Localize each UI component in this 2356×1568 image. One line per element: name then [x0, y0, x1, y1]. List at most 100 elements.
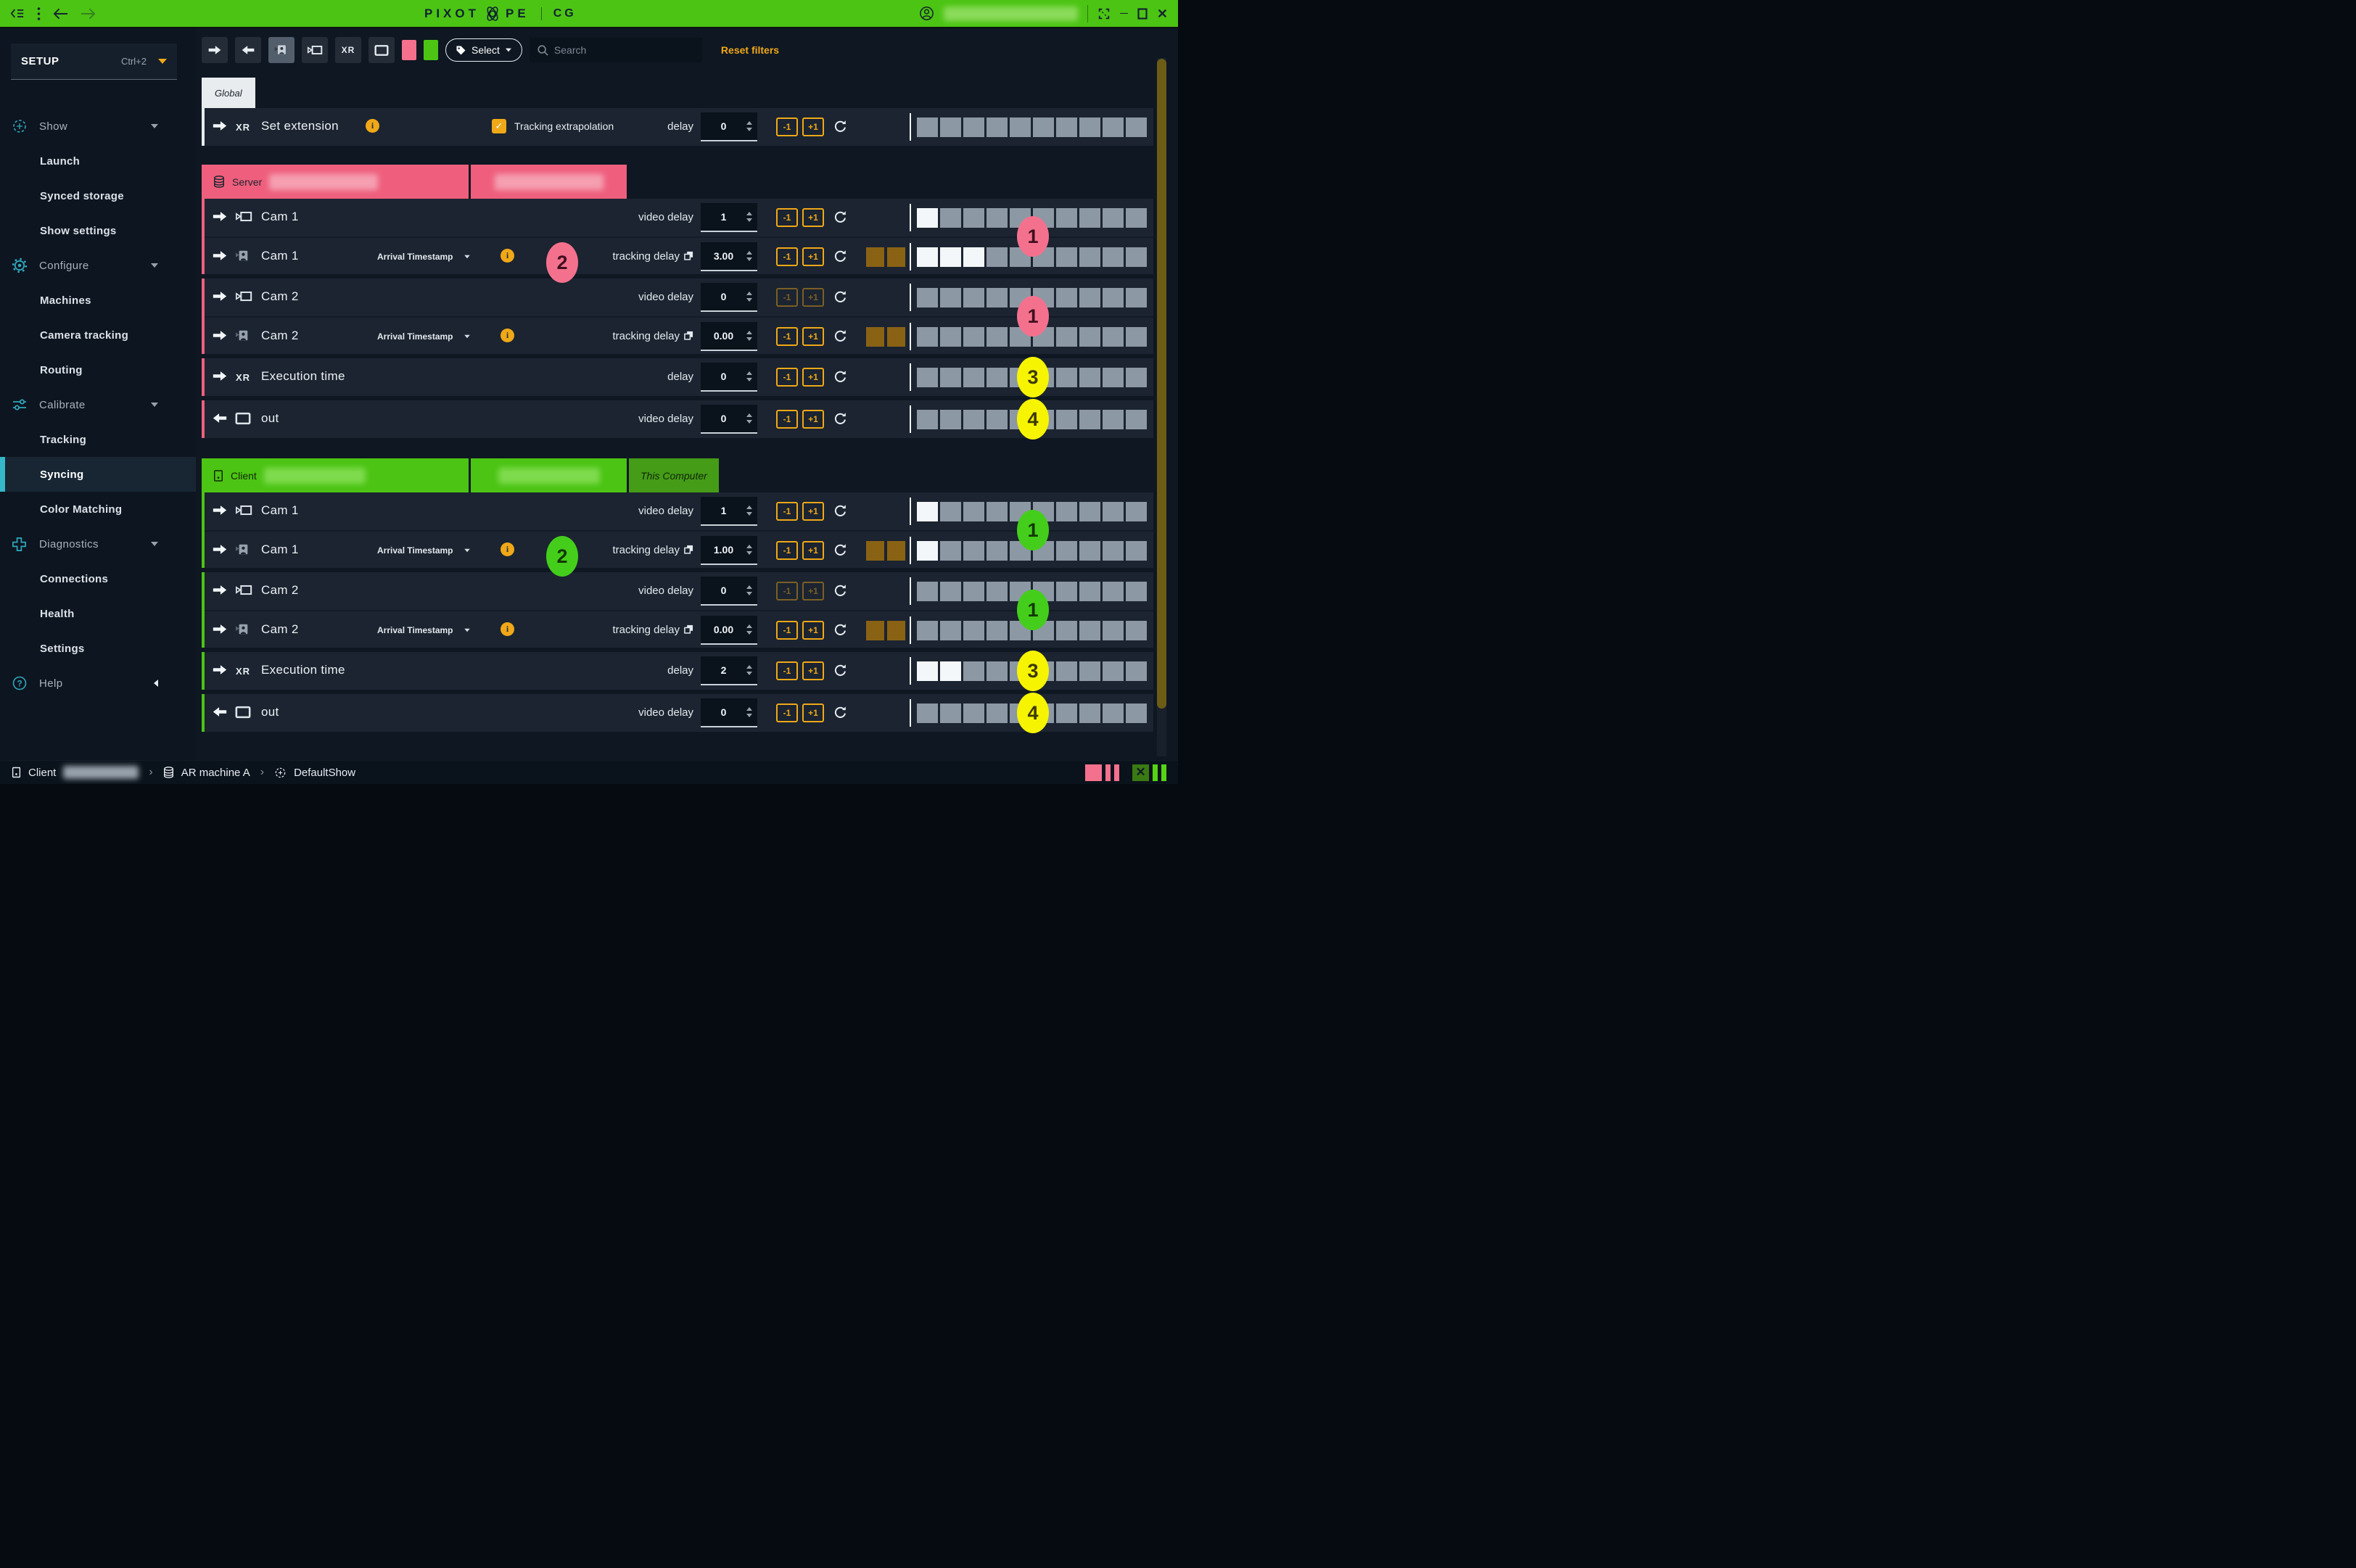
filter-output-button[interactable] — [368, 37, 395, 63]
delay-input[interactable]: 0 — [701, 283, 757, 312]
plus-one-button[interactable]: +1 — [802, 661, 824, 680]
spinner-arrows-icon[interactable] — [746, 212, 752, 222]
sidebar-item-health[interactable]: Health — [0, 596, 196, 631]
delay-input[interactable]: 0 — [701, 363, 757, 392]
tracking-extrapolation-checkbox[interactable]: ✓ — [492, 119, 506, 133]
plus-one-button[interactable]: +1 — [802, 288, 824, 307]
sidebar-item-routing[interactable]: Routing — [0, 352, 196, 387]
info-icon[interactable]: i — [366, 119, 379, 133]
filter-arrow-right-button[interactable] — [202, 37, 228, 63]
sidebar-item-launch[interactable]: Launch — [0, 144, 196, 178]
plus-one-button[interactable]: +1 — [802, 117, 824, 136]
spinner-arrows-icon[interactable] — [746, 506, 752, 516]
delay-input[interactable]: 1 — [701, 497, 757, 526]
sidebar-item-syncing[interactable]: Syncing — [0, 457, 196, 492]
minus-one-button[interactable]: -1 — [776, 703, 798, 722]
sidebar-item-synced-storage[interactable]: Synced storage — [0, 178, 196, 213]
refresh-icon[interactable] — [833, 289, 848, 308]
tab-server-address[interactable] — [471, 165, 627, 199]
delay-input[interactable]: 2 — [701, 656, 757, 685]
back-arrow-icon[interactable] — [53, 8, 68, 20]
minus-one-button[interactable]: -1 — [776, 327, 798, 346]
copy-icon[interactable] — [684, 545, 693, 557]
delay-input[interactable]: 0 — [701, 577, 757, 606]
sidebar-item-connections[interactable]: Connections — [0, 561, 196, 596]
copy-icon[interactable] — [684, 251, 693, 263]
filter-arrow-left-button[interactable] — [235, 37, 261, 63]
delay-input[interactable]: 3.00 — [701, 242, 757, 271]
sidebar-item-show[interactable]: Show — [0, 109, 196, 144]
plus-one-button[interactable]: +1 — [802, 247, 824, 266]
delay-input[interactable]: 1.00 — [701, 536, 757, 565]
plus-one-button[interactable]: +1 — [802, 368, 824, 387]
setup-selector[interactable]: SETUP Ctrl+2 — [11, 44, 177, 80]
spinner-arrows-icon[interactable] — [746, 545, 752, 555]
user-avatar-icon[interactable] — [919, 6, 934, 21]
refresh-icon[interactable] — [833, 663, 848, 682]
info-icon[interactable]: i — [501, 622, 514, 636]
scrollbar[interactable] — [1157, 58, 1166, 756]
spinner-arrows-icon[interactable] — [746, 331, 752, 341]
minus-one-button[interactable]: -1 — [776, 288, 798, 307]
tab-this-computer[interactable]: This Computer — [629, 458, 719, 492]
fullscreen-icon[interactable] — [1097, 7, 1111, 20]
forward-arrow-icon[interactable] — [81, 8, 96, 20]
timestamp-mode-dropdown[interactable]: Arrival Timestamp — [377, 252, 471, 262]
refresh-icon[interactable] — [833, 503, 848, 522]
minimize-button[interactable]: ─ — [1120, 7, 1128, 20]
refresh-icon[interactable] — [833, 542, 848, 561]
plus-one-button[interactable]: +1 — [802, 703, 824, 722]
refresh-icon[interactable] — [833, 622, 848, 641]
minus-one-button[interactable]: -1 — [776, 661, 798, 680]
minus-one-button[interactable]: -1 — [776, 117, 798, 136]
collapse-sidebar-icon[interactable] — [10, 7, 25, 20]
tab-client-address[interactable] — [471, 458, 627, 492]
spinner-arrows-icon[interactable] — [746, 371, 752, 381]
refresh-icon[interactable] — [833, 369, 848, 388]
minus-one-button[interactable]: -1 — [776, 541, 798, 560]
filter-pink-swatch[interactable] — [402, 40, 416, 60]
copy-icon[interactable] — [684, 331, 693, 343]
sidebar-item-calibrate[interactable]: Calibrate — [0, 387, 196, 422]
minus-one-button[interactable]: -1 — [776, 582, 798, 601]
search-input[interactable]: Search — [529, 38, 702, 62]
timestamp-mode-dropdown[interactable]: Arrival Timestamp — [377, 331, 471, 342]
sidebar-item-camera-tracking[interactable]: Camera tracking — [0, 318, 196, 352]
spinner-arrows-icon[interactable] — [746, 251, 752, 261]
copy-icon[interactable] — [684, 624, 693, 637]
minus-one-button[interactable]: -1 — [776, 368, 798, 387]
plus-one-button[interactable]: +1 — [802, 541, 824, 560]
minus-one-button[interactable]: -1 — [776, 208, 798, 227]
delay-input[interactable]: 0.00 — [701, 322, 757, 351]
delay-input[interactable]: 0.00 — [701, 616, 757, 645]
minus-one-button[interactable]: -1 — [776, 247, 798, 266]
delay-input[interactable]: 0 — [701, 405, 757, 434]
refresh-icon[interactable] — [833, 705, 848, 724]
refresh-icon[interactable] — [833, 583, 848, 602]
spinner-arrows-icon[interactable] — [746, 624, 752, 635]
sidebar-item-help[interactable]: ? Help — [0, 666, 196, 701]
info-icon[interactable]: i — [501, 329, 514, 342]
plus-one-button[interactable]: +1 — [802, 502, 824, 521]
sidebar-item-settings[interactable]: Settings — [0, 631, 196, 666]
plus-one-button[interactable]: +1 — [802, 621, 824, 640]
refresh-icon[interactable] — [833, 411, 848, 430]
tab-global[interactable]: Global — [202, 78, 255, 108]
delay-input[interactable]: 0 — [701, 698, 757, 727]
spinner-arrows-icon[interactable] — [746, 585, 752, 595]
spinner-arrows-icon[interactable] — [746, 413, 752, 424]
spinner-arrows-icon[interactable] — [746, 665, 752, 675]
filter-video-camera-button[interactable] — [302, 37, 328, 63]
sidebar-item-machines[interactable]: Machines — [0, 283, 196, 318]
minus-one-button[interactable]: -1 — [776, 410, 798, 429]
refresh-icon[interactable] — [833, 249, 848, 268]
refresh-icon[interactable] — [833, 119, 848, 138]
plus-one-button[interactable]: +1 — [802, 410, 824, 429]
breadcrumb-machine[interactable]: AR machine A — [181, 766, 250, 779]
refresh-icon[interactable] — [833, 210, 848, 228]
timestamp-mode-dropdown[interactable]: Arrival Timestamp — [377, 545, 471, 556]
close-button[interactable]: ✕ — [1156, 6, 1168, 21]
scrollbar-thumb[interactable] — [1157, 59, 1166, 709]
spinner-arrows-icon[interactable] — [746, 121, 752, 131]
minus-one-button[interactable]: -1 — [776, 621, 798, 640]
